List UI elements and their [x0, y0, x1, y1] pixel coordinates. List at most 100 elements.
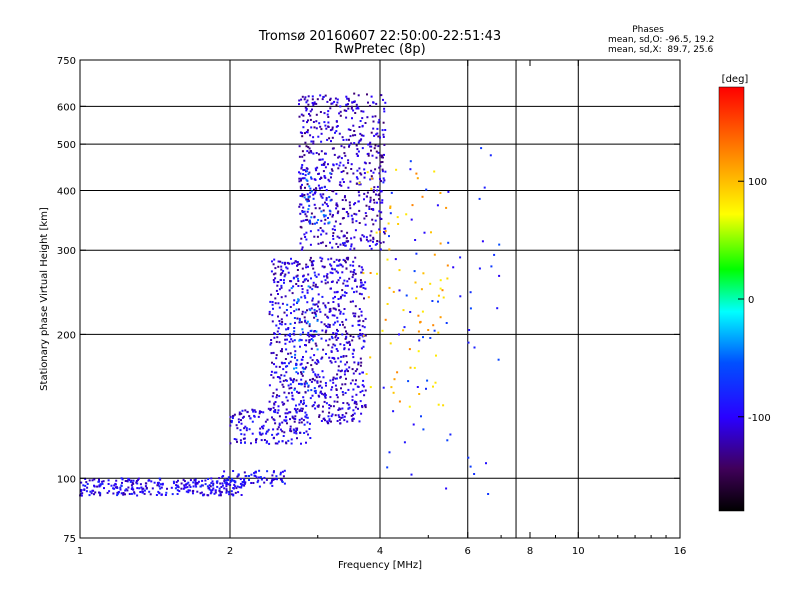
data-point — [289, 322, 292, 325]
data-point — [275, 396, 278, 399]
data-point — [317, 293, 320, 296]
data-point — [261, 432, 264, 435]
data-point — [99, 483, 102, 486]
data-point — [331, 386, 334, 389]
data-point — [197, 480, 200, 483]
data-point — [232, 414, 235, 417]
data-point — [343, 234, 346, 237]
data-point — [241, 483, 244, 486]
data-point — [97, 480, 100, 483]
data-point — [384, 230, 387, 233]
data-point — [85, 490, 88, 493]
data-point — [102, 480, 105, 483]
data-point — [229, 424, 232, 427]
data-point — [290, 338, 293, 341]
data-point — [439, 242, 442, 245]
data-point — [366, 191, 369, 194]
data-point — [201, 479, 204, 482]
data-point — [433, 329, 436, 332]
data-point — [327, 301, 330, 304]
data-point — [342, 242, 344, 245]
data-point — [219, 492, 222, 495]
data-point — [497, 358, 500, 361]
data-point — [312, 335, 315, 338]
data-point — [368, 162, 371, 165]
data-point — [290, 356, 293, 358]
data-point — [192, 492, 194, 495]
data-point — [311, 299, 314, 302]
data-point — [312, 404, 315, 406]
data-point — [251, 420, 254, 423]
data-point — [362, 320, 365, 323]
data-point — [323, 265, 326, 268]
data-point — [253, 414, 256, 417]
data-point — [369, 104, 372, 107]
data-point — [295, 371, 298, 374]
data-point — [308, 428, 311, 430]
data-point — [478, 267, 481, 270]
data-point — [326, 276, 329, 279]
data-point — [194, 480, 197, 483]
data-point — [207, 478, 210, 480]
data-point — [354, 312, 357, 315]
data-point — [307, 331, 310, 334]
x-tick-label: 10 — [572, 546, 585, 557]
data-point — [309, 397, 312, 400]
data-point — [371, 115, 374, 118]
data-point — [325, 244, 328, 247]
data-point — [363, 235, 365, 238]
data-point — [304, 320, 307, 323]
data-point — [332, 376, 335, 379]
data-point — [329, 98, 331, 101]
data-point — [209, 492, 212, 495]
data-point — [311, 339, 314, 342]
data-point — [93, 484, 95, 487]
data-point — [348, 145, 350, 148]
data-point — [313, 401, 316, 404]
data-point — [351, 221, 354, 224]
data-point — [291, 415, 294, 418]
data-point — [310, 380, 313, 383]
data-point — [282, 475, 285, 478]
data-point — [282, 368, 285, 371]
data-point — [311, 359, 314, 362]
data-point — [327, 121, 330, 124]
data-point — [287, 271, 290, 274]
data-point — [303, 169, 306, 171]
data-point — [259, 427, 262, 430]
data-point — [354, 406, 357, 409]
data-point — [174, 487, 177, 490]
data-point — [284, 412, 287, 415]
data-point — [275, 324, 278, 327]
data-point — [360, 173, 363, 176]
data-point — [270, 352, 273, 355]
data-point — [98, 491, 100, 494]
data-point — [338, 155, 341, 158]
data-point — [398, 333, 400, 336]
data-point — [275, 365, 278, 368]
data-point — [221, 484, 224, 487]
data-point — [112, 492, 115, 495]
data-point — [293, 367, 295, 370]
data-point — [374, 115, 377, 118]
data-point — [240, 433, 243, 436]
data-point — [296, 390, 298, 393]
data-point — [315, 152, 318, 154]
data-point — [298, 308, 300, 311]
data-point — [436, 204, 439, 207]
data-point — [361, 117, 364, 120]
data-point — [336, 235, 339, 238]
data-point — [300, 167, 303, 170]
data-point — [350, 142, 353, 145]
data-point — [138, 487, 141, 490]
data-point — [332, 214, 334, 217]
data-point — [498, 243, 501, 246]
data-point — [289, 383, 292, 386]
data-point — [309, 256, 312, 259]
data-point — [296, 264, 298, 267]
data-point — [300, 98, 303, 101]
data-point — [307, 95, 310, 98]
data-point — [409, 311, 412, 313]
data-point — [120, 477, 123, 480]
